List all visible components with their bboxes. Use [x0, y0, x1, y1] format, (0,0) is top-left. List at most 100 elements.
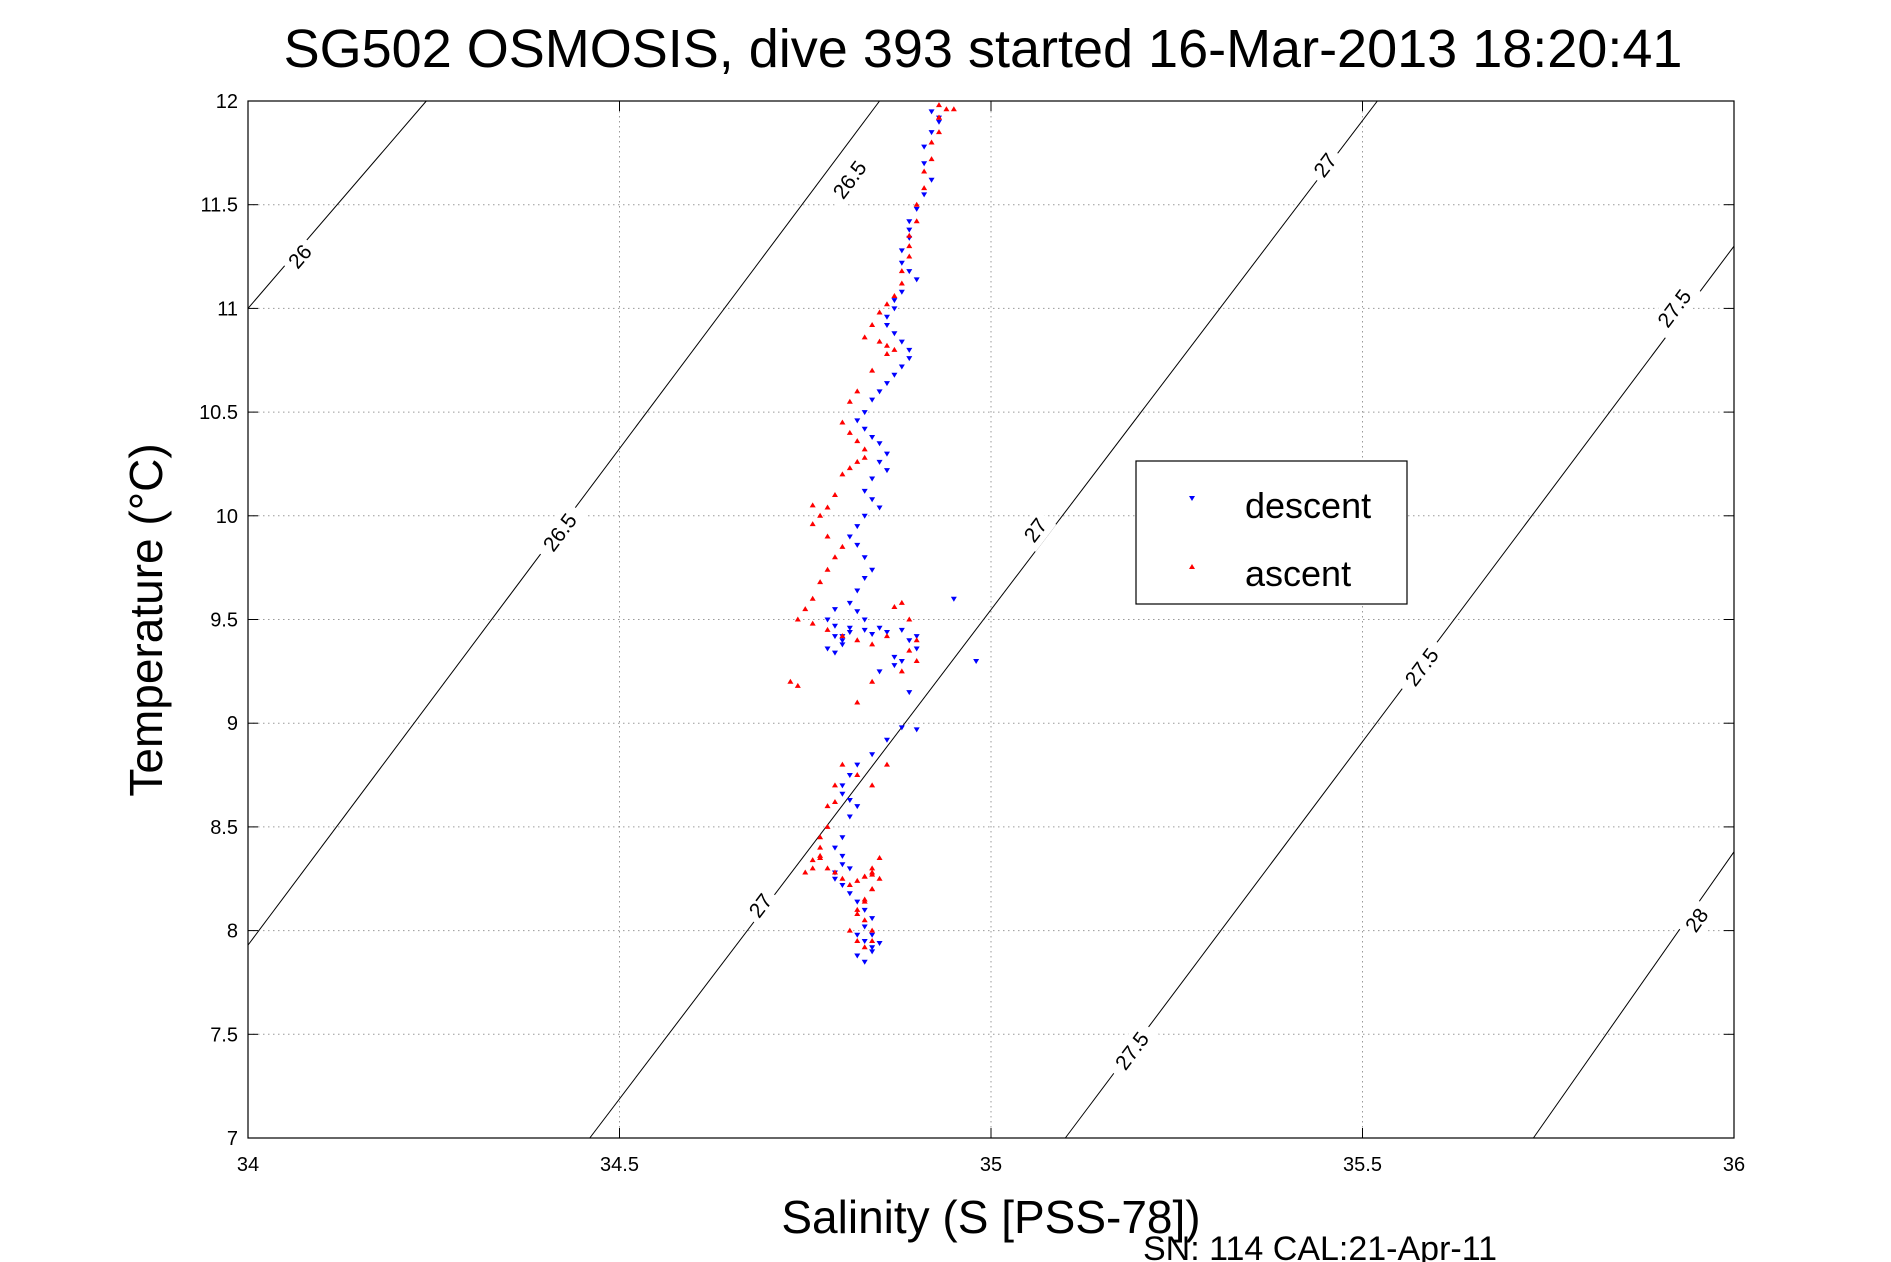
descent-point	[891, 372, 898, 378]
descent-point	[839, 862, 846, 868]
descent-point	[854, 418, 861, 424]
descent-point	[876, 441, 883, 447]
descent-point	[869, 397, 876, 403]
descent-point	[913, 646, 920, 652]
descent-point	[921, 161, 928, 167]
descent-point	[831, 650, 838, 656]
ascent-point	[809, 595, 816, 601]
ascent-point	[950, 106, 957, 112]
descent-point	[883, 451, 890, 457]
ascent-point	[913, 201, 920, 207]
descent-point	[831, 623, 838, 629]
descent-point	[928, 109, 935, 115]
legend-descent-marker	[1189, 496, 1195, 501]
ascent-point	[809, 857, 816, 863]
descent-point	[869, 916, 876, 922]
contour-label-bg	[279, 235, 321, 278]
ascent-point	[883, 351, 890, 357]
contour-label-bg	[1014, 508, 1057, 552]
descent-point	[869, 932, 876, 938]
descent-point	[883, 629, 890, 635]
ascent-point	[817, 579, 824, 585]
descent-point	[861, 555, 868, 561]
descent-point	[876, 389, 883, 395]
descent-point	[839, 835, 846, 841]
series-descent	[824, 109, 980, 965]
descent-point	[839, 642, 846, 648]
plot-area	[248, 101, 1734, 1138]
descent-point	[869, 949, 876, 955]
descent-point	[898, 339, 905, 345]
ascent-point	[854, 388, 861, 394]
ascent-point	[869, 869, 876, 875]
y-tick-label: 10.5	[199, 402, 238, 424]
descent-point	[883, 314, 890, 320]
descent-point	[891, 306, 898, 312]
descent-point	[898, 725, 905, 731]
descent-point	[846, 534, 853, 540]
y-tick-label: 7	[227, 1128, 238, 1150]
descent-point	[854, 804, 861, 810]
ascent-point	[794, 616, 801, 622]
ascent-point	[869, 367, 876, 373]
descent-point	[913, 277, 920, 283]
ascent-point	[906, 253, 913, 259]
sigma-contour-line	[1532, 851, 1735, 1139]
ascent-point	[831, 554, 838, 560]
ascent-point	[906, 243, 913, 249]
descent-point	[913, 634, 920, 640]
ascent-point	[891, 292, 898, 298]
legend-box	[1135, 460, 1408, 605]
ascent-point	[809, 865, 816, 871]
contour-label-bg	[1646, 277, 1703, 340]
descent-point	[861, 924, 868, 930]
ascent-point	[854, 877, 861, 883]
descent-point	[854, 932, 861, 938]
ascent-point	[861, 944, 868, 950]
contour-label-bg	[740, 884, 782, 928]
descent-point	[839, 882, 846, 888]
ascent-point	[802, 606, 809, 612]
ascent-point	[854, 937, 861, 943]
ascent-point	[898, 280, 905, 286]
descent-point	[906, 269, 913, 275]
ascent-point	[898, 268, 905, 274]
descent-point	[846, 814, 853, 820]
sigma-contour-line	[589, 100, 1378, 1139]
descent-point	[898, 289, 905, 295]
ascent-point	[869, 886, 876, 892]
descent-point	[861, 488, 868, 494]
y-tick-label: 9.5	[210, 610, 238, 632]
descent-point	[891, 298, 898, 304]
descent-point	[861, 627, 868, 633]
descent-point	[854, 899, 861, 905]
y-tick-label: 10	[216, 506, 238, 528]
ascent-point	[869, 927, 876, 933]
ascent-point	[861, 873, 868, 879]
descent-point	[898, 260, 905, 266]
data-series	[787, 102, 980, 965]
descent-point	[883, 322, 890, 328]
ascent-point	[817, 844, 824, 850]
descent-point	[876, 625, 883, 631]
ascent-point	[876, 855, 883, 861]
ascent-point	[854, 458, 861, 464]
descent-point	[861, 907, 868, 913]
descent-point	[876, 669, 883, 675]
ascent-point	[854, 906, 861, 912]
y-tick-label: 11	[217, 298, 238, 320]
y-axis-label: Temperature (°C)	[120, 443, 172, 796]
contour-label-bg	[1104, 1019, 1160, 1082]
ascent-point	[883, 633, 890, 639]
ascent-point	[809, 502, 816, 508]
ascent-point	[839, 419, 846, 425]
descent-point	[898, 658, 905, 664]
ascent-point	[854, 438, 861, 444]
ascent-point	[921, 185, 928, 191]
descent-point	[846, 629, 853, 635]
ascent-point	[854, 772, 861, 778]
ascent-point	[846, 465, 853, 471]
descent-point	[935, 119, 942, 125]
descent-point	[928, 130, 935, 136]
